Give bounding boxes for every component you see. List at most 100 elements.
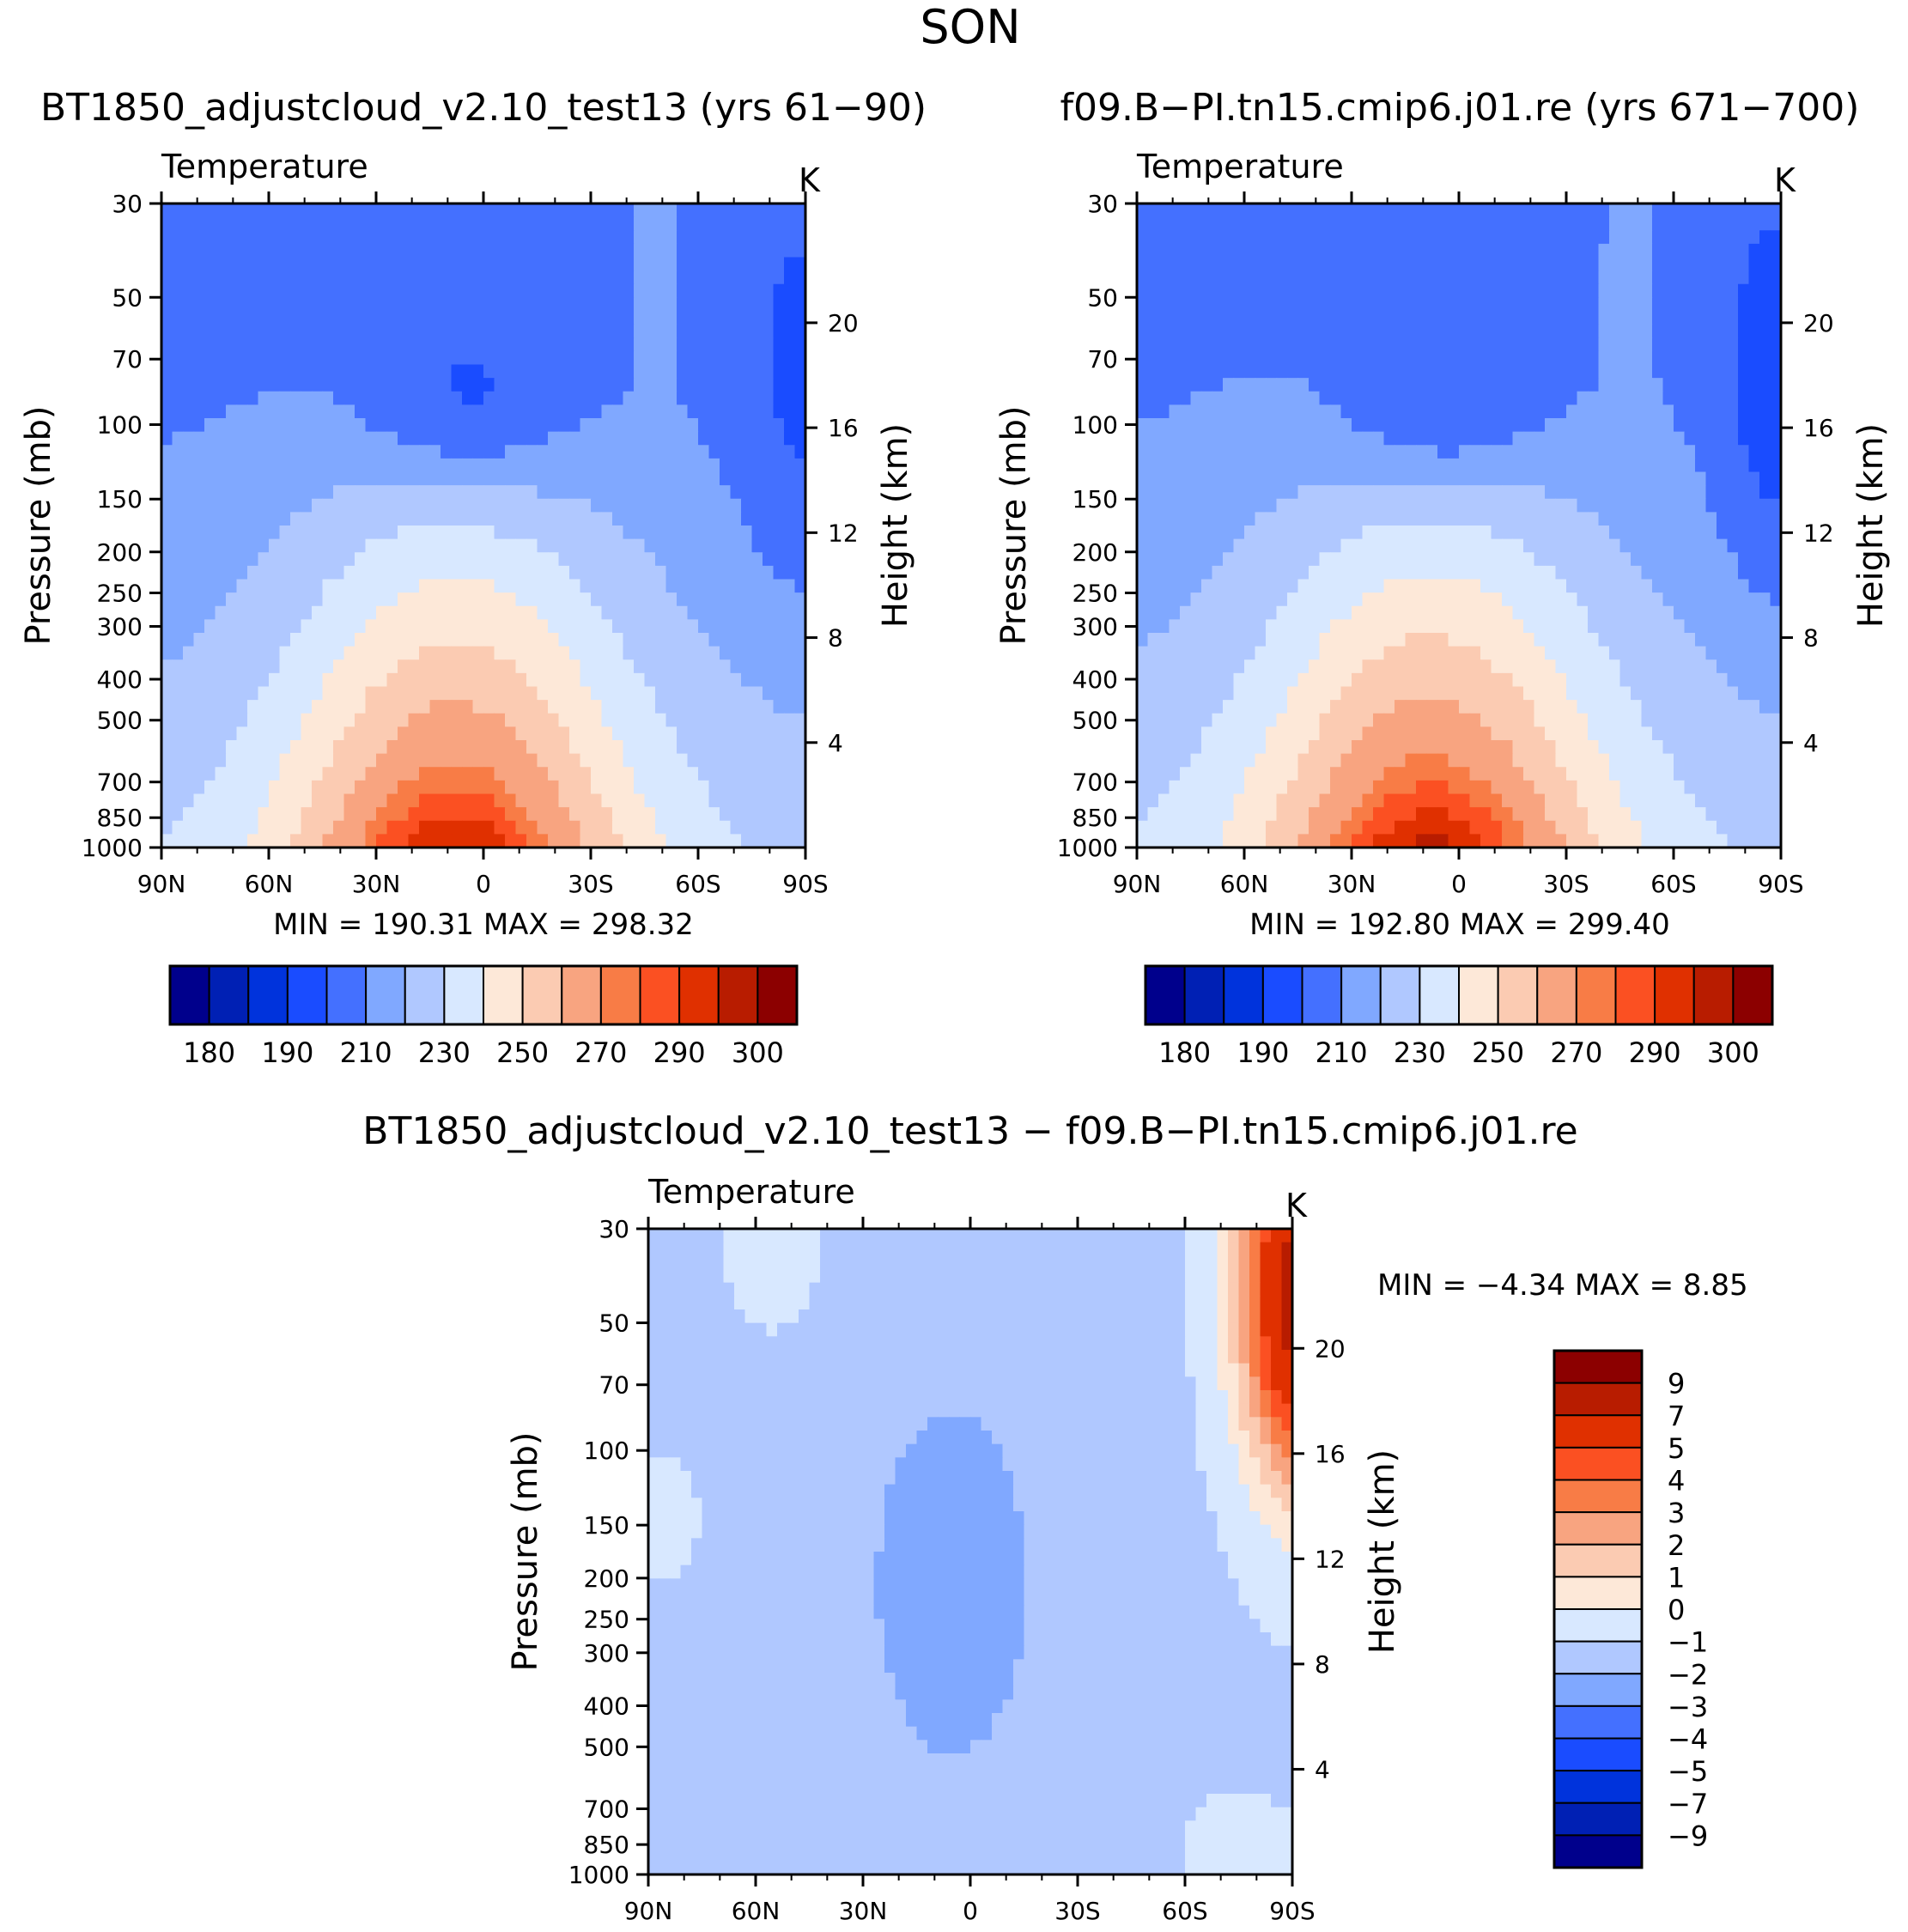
contour-cell [1233,324,1245,338]
contour-cell [1233,337,1245,352]
contour-cell [1352,418,1364,433]
contour-cell [1662,485,1674,500]
contour-cell [1555,538,1567,553]
contour-cell [698,592,710,607]
contour-cell [1416,458,1428,473]
contour-cell [677,350,689,366]
contour-cell [441,378,453,392]
contour-cell [1717,418,1729,433]
contour-cell [1426,230,1438,245]
contour-cell [386,740,398,755]
contour-cell [236,216,248,231]
contour-cell [408,807,420,822]
contour-cell [1469,283,1481,298]
contour-cell [429,471,441,486]
contour-cell [1395,270,1407,285]
contour-cell [1598,311,1610,325]
contour-cell [1534,243,1546,258]
contour-cell [1759,512,1771,526]
contour-cell [161,485,173,500]
contour-cell [1641,324,1653,338]
contour-cell [386,216,398,231]
contour-cell [751,579,763,593]
contour-cell [1190,538,1202,553]
contour-cell [505,579,517,593]
contour-cell [526,216,538,231]
contour-cell [1190,404,1202,419]
contour-cell [1717,243,1729,258]
contour-cell [1523,552,1535,567]
contour-cell [365,324,377,338]
contour-cell [1276,619,1288,634]
contour-cell [1759,216,1771,231]
contour-cell [290,834,302,848]
contour-cell [441,230,453,245]
contour-cell [290,807,302,822]
contour-cell [419,834,431,848]
contour-cell [451,324,463,338]
contour-cell [1437,445,1449,459]
contour-cell [1641,270,1653,285]
contour-cell [1137,204,1149,218]
contour-cell [441,686,453,701]
contour-cell [204,834,216,848]
contour-cell [226,485,238,500]
contour-cell [794,485,806,500]
contour-cell [1276,270,1288,285]
contour-cell [279,512,291,526]
contour-cell [655,592,667,607]
contour-cell [226,793,238,808]
contour-cell [548,283,560,298]
contour-cell [784,230,796,245]
contour-cell [708,485,720,500]
contour-cell [290,753,302,768]
contour-cell [580,297,592,312]
contour-cell [183,471,195,486]
contour-cell [226,565,238,580]
contour-cell [365,552,377,567]
contour-cell [429,713,441,727]
contour-cell [1684,526,1696,540]
contour-cell [494,646,506,660]
contour-cell [1652,216,1664,231]
contour-cell [1373,538,1385,553]
contour-cell [1158,605,1170,620]
contour-cell [655,512,667,526]
contour-cell [1631,565,1643,580]
contour-cell [1512,378,1524,392]
contour-cell [644,204,656,218]
contour-cell [741,471,753,486]
contour-cell [376,767,388,781]
contour-cell [365,753,377,768]
contour-cell [1416,552,1428,567]
contour-cell [441,605,453,620]
contour-cell [751,204,763,218]
contour-cell [1652,498,1664,513]
contour-cell [1266,538,1278,553]
contour-cell [773,672,785,688]
contour-cell [1180,297,1192,312]
contour-cell [751,431,763,446]
contour-cell [794,793,806,808]
contour-cell [1448,324,1460,338]
contour-cell [161,713,173,727]
contour-cell [1512,297,1524,312]
contour-cell [623,526,635,540]
contour-cell [172,700,184,714]
contour-cell [1566,471,1578,486]
contour-cell [462,230,474,245]
contour-cell [1266,324,1278,338]
contour-cell [1662,431,1674,446]
contour-cell [677,753,689,768]
contour-cell [708,378,720,392]
contour-cell [1319,257,1331,271]
contour-cell [1190,565,1202,580]
contour-cell [333,605,345,620]
contour-cell [794,471,806,486]
contour-cell [1523,619,1535,634]
contour-cell [462,672,474,688]
contour-cell [355,418,367,433]
contour-cell [398,337,410,352]
contour-cell [655,337,667,352]
contour-cell [558,619,570,634]
